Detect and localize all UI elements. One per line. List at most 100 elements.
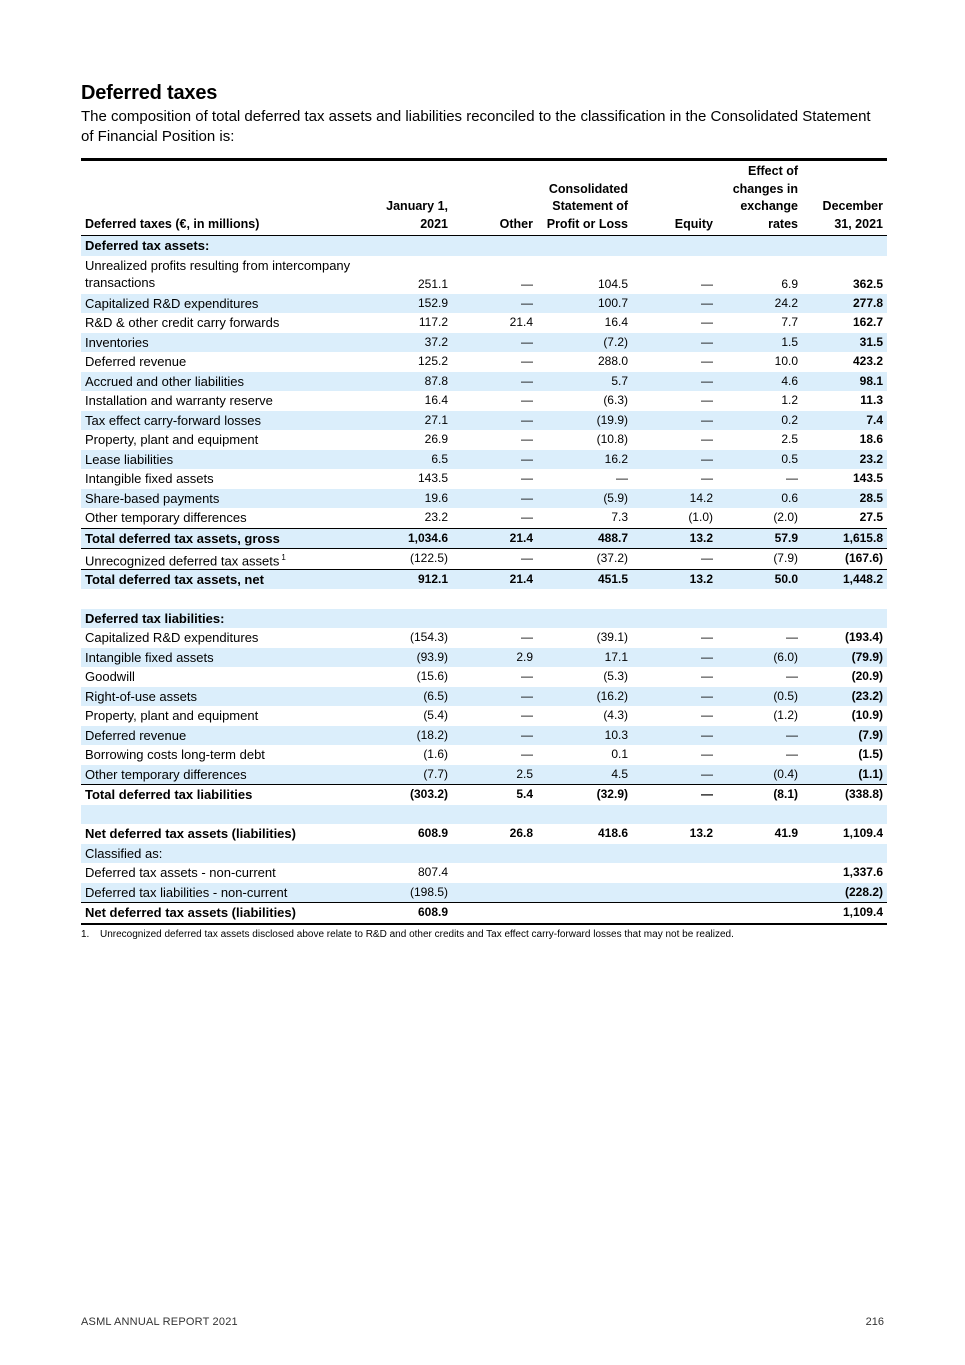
table-cell: 50.0 (717, 568, 802, 589)
row-label: Total deferred tax assets, gross (81, 527, 367, 549)
row-label-text: Other temporary differences (85, 766, 247, 782)
row-label: Property, plant and equipment (81, 706, 367, 726)
table-cell (367, 235, 452, 256)
table-cell: 1,337.6 (842, 865, 883, 880)
section-header-row: Deferred tax assets: (81, 235, 887, 256)
table-cell: 17.1 (537, 647, 632, 667)
row-label: Tax effect carry-forward losses (81, 410, 367, 430)
table-row: Intangible fixed assets (93.9) 2.9 17.1— (6.… (81, 647, 887, 667)
table-cell (537, 863, 632, 883)
table-cell: — (521, 276, 533, 291)
footnote-number: 1. (81, 929, 90, 940)
table-cell: 18.6 (859, 432, 883, 447)
table-cell: — (701, 747, 713, 762)
table-row: Total deferred tax assets, gross 1,034.6 2… (81, 527, 887, 549)
row-label: Other temporary differences (81, 508, 367, 528)
table-cell: (193.4) (844, 630, 883, 645)
table-cell: 4.6 (717, 371, 802, 391)
row-label-text: Deferred revenue (85, 727, 187, 743)
table-cell: 162.7 (852, 315, 883, 330)
table-cell: 0.5 (717, 449, 802, 469)
table-cell: 608.9 (417, 826, 448, 841)
table-cell: — (701, 630, 713, 645)
table-row: Accrued and other liabilities 87.8—5.7—4.… (81, 371, 887, 391)
table-cell: (15.6) (416, 669, 448, 684)
row-label-text: R&D & other credit carry forwards (85, 315, 280, 331)
table-cell: (10.9) (851, 708, 883, 723)
table-cell: 13.2 (689, 826, 713, 841)
table-cell: (93.9) (367, 647, 452, 667)
row-label-text: Goodwill (85, 669, 135, 685)
row-label-text: Right-of-use assets (85, 688, 197, 704)
table-row: Intangible fixed assets 143.5 — — — — 143.5 (81, 469, 887, 489)
table-cell: — (632, 784, 717, 805)
table-cell: (16.2) (537, 686, 632, 706)
row-label (81, 589, 367, 609)
table-cell: — (452, 548, 537, 569)
table-cell: 4.5 (537, 764, 632, 785)
table-cell: — (521, 708, 533, 723)
footnote-marker: 1 (281, 552, 286, 562)
table-cell (717, 843, 802, 863)
row-label: Deferred tax assets - non-current (81, 863, 367, 883)
table-cell: (6.3) (603, 393, 628, 408)
table-cell: — (701, 276, 713, 291)
table-row: Property, plant and equipment (5.4) — (4.3)… (81, 706, 887, 726)
table-row: Capitalized R&D expenditures 152.9—100.7—… (81, 293, 887, 313)
table-cell: 1.5 (717, 332, 802, 352)
table-cell: 5.7 (537, 371, 632, 391)
table-row: Deferred revenue 125.2 — 288.0 — 10.0 423.2 (81, 352, 887, 372)
row-label: Capitalized R&D expenditures (81, 293, 367, 313)
table-cell: 5.4 (452, 784, 537, 805)
row-label-text: Tax effect carry-forward losses (85, 412, 262, 428)
table-cell (802, 589, 887, 609)
table-cell: — (452, 686, 537, 706)
row-label (81, 804, 367, 824)
table-cell: (8.1) (717, 784, 802, 805)
table-cell: 100.7 (537, 293, 632, 313)
table-row: Inventories 37.2— (7.2) —1.5 31.5 (81, 332, 887, 352)
row-label: Total deferred tax liabilities (81, 784, 367, 805)
table-cell: 1,109.4 (802, 902, 887, 924)
page-number: 216 (865, 1316, 884, 1328)
table-cell: (79.9) (802, 647, 887, 667)
table-cell: 28.5 (802, 488, 887, 508)
table-cell (452, 589, 537, 609)
header-january: January 1, 2021 (367, 159, 452, 236)
table-cell: — (521, 471, 533, 486)
table-cell (537, 843, 632, 863)
row-label-text: Unrealized profits resulting from interc… (85, 257, 351, 291)
table-cell (537, 608, 632, 628)
table-cell: 104.5 (597, 276, 628, 291)
table-cell: 117.2 (418, 315, 448, 330)
table-cell: (5.9) (537, 488, 632, 508)
table-cell: — (521, 747, 533, 762)
row-label-text: Share-based payments (85, 490, 220, 506)
table-cell (802, 804, 887, 824)
row-label-text: Unrecognized deferred tax assets (85, 552, 280, 568)
row-label: Lease liabilities (81, 449, 367, 469)
table-cell: 19.6 (367, 488, 452, 508)
table-cell: 488.7 (537, 527, 632, 549)
table-cell: — (452, 371, 537, 391)
row-label-text: Installation and warranty reserve (85, 393, 273, 409)
table-cell: 16.4 (424, 393, 448, 408)
table-row: Share-based payments 19.6— (5.9) 14.2 0.6 28.… (81, 488, 887, 508)
table-cell: (1.6) (423, 747, 448, 762)
table-cell (537, 589, 632, 609)
row-label: Total deferred tax assets, net (81, 568, 367, 589)
table-cell: 1,109.4 (842, 826, 883, 841)
table-cell: — (452, 293, 537, 313)
table-cell: 21.4 (452, 527, 537, 549)
row-label: Deferred revenue (81, 352, 367, 372)
table-cell: 7.4 (802, 410, 887, 430)
table-cell (367, 589, 452, 609)
table-cell: 23.2 (424, 510, 448, 525)
table-row: Net deferred tax assets (liabilities) 608… (81, 824, 887, 844)
table-row: Deferred revenue (18.2) —10.3— — (7.9) (81, 725, 887, 745)
table-cell: (6.5) (367, 686, 452, 706)
table-cell: 1,034.6 (367, 527, 452, 549)
row-label: Accrued and other liabilities (81, 371, 367, 391)
row-label: Borrowing costs long-term debt (81, 745, 367, 765)
table-cell: (167.6) (802, 548, 887, 569)
